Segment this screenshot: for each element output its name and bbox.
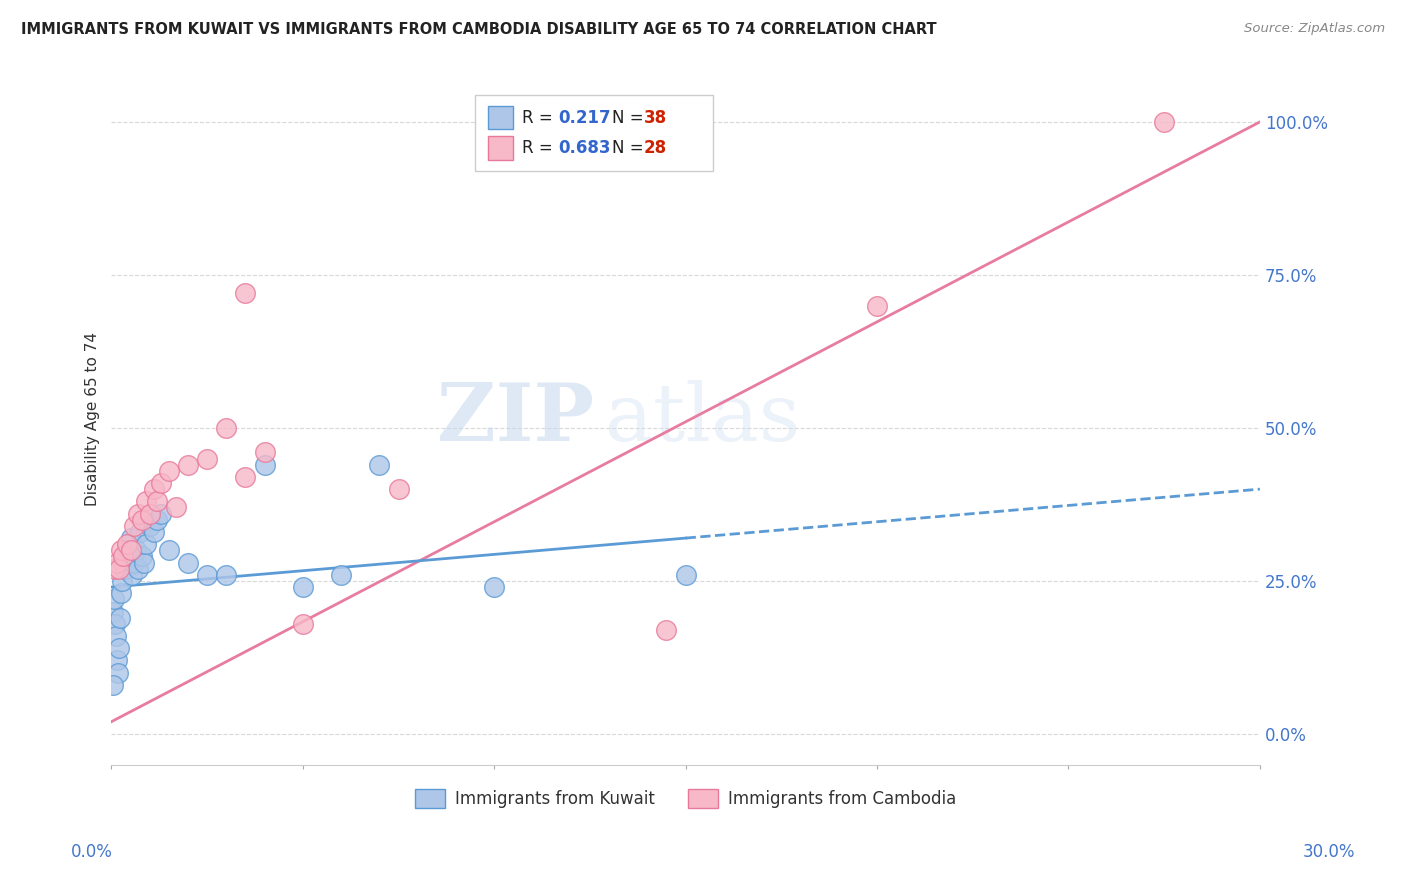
Point	[195, 451, 218, 466]
Point	[157, 464, 180, 478]
Point	[107, 665, 129, 680]
Point	[124, 519, 146, 533]
Point	[146, 513, 169, 527]
Point	[157, 543, 180, 558]
Text: 28: 28	[644, 139, 666, 157]
Point	[105, 629, 128, 643]
Point	[215, 567, 238, 582]
Text: R =: R =	[522, 139, 558, 157]
Point	[146, 494, 169, 508]
Text: 0.683: 0.683	[558, 139, 610, 157]
Point	[291, 616, 314, 631]
Point	[104, 616, 127, 631]
Point	[150, 507, 173, 521]
Point	[110, 586, 132, 600]
Point	[111, 574, 134, 588]
Point	[120, 531, 142, 545]
Point	[108, 610, 131, 624]
Point	[111, 549, 134, 564]
Point	[120, 543, 142, 558]
Point	[125, 543, 148, 558]
Point	[131, 549, 153, 564]
Point	[235, 470, 257, 484]
Point	[132, 556, 155, 570]
Point	[117, 549, 139, 564]
Text: atlas: atlas	[605, 380, 800, 458]
Point	[142, 524, 165, 539]
Point	[127, 507, 149, 521]
Point	[131, 513, 153, 527]
Text: 38: 38	[644, 109, 666, 127]
Point	[103, 592, 125, 607]
Point	[111, 556, 134, 570]
Point	[114, 562, 136, 576]
Text: 0.0%: 0.0%	[70, 843, 112, 861]
Point	[121, 567, 143, 582]
Text: N =: N =	[612, 139, 648, 157]
Point	[368, 458, 391, 472]
Text: Source: ZipAtlas.com: Source: ZipAtlas.com	[1244, 22, 1385, 36]
Point	[115, 537, 138, 551]
Point	[138, 519, 160, 533]
Text: N =: N =	[612, 109, 648, 127]
Point	[115, 543, 138, 558]
Text: 30.0%: 30.0%	[1302, 843, 1355, 861]
Point	[150, 475, 173, 490]
Point	[866, 299, 889, 313]
Point	[484, 580, 506, 594]
Point	[1153, 115, 1175, 129]
Point	[103, 678, 125, 692]
Point	[166, 500, 188, 515]
Point	[177, 556, 200, 570]
Point	[195, 567, 218, 582]
Point	[235, 286, 257, 301]
Point	[655, 623, 678, 637]
Point	[177, 458, 200, 472]
Y-axis label: Disability Age 65 to 74: Disability Age 65 to 74	[86, 332, 100, 506]
Point	[105, 653, 128, 667]
Point	[142, 482, 165, 496]
Point	[104, 562, 127, 576]
Point	[215, 421, 238, 435]
Point	[138, 507, 160, 521]
Point	[108, 562, 131, 576]
Point	[129, 524, 152, 539]
Point	[127, 562, 149, 576]
Point	[330, 567, 353, 582]
Text: IMMIGRANTS FROM KUWAIT VS IMMIGRANTS FROM CAMBODIA DISABILITY AGE 65 TO 74 CORRE: IMMIGRANTS FROM KUWAIT VS IMMIGRANTS FRO…	[21, 22, 936, 37]
Point	[387, 482, 409, 496]
Legend: Immigrants from Kuwait, Immigrants from Cambodia: Immigrants from Kuwait, Immigrants from …	[408, 782, 963, 815]
Point	[124, 556, 146, 570]
Point	[675, 567, 697, 582]
Point	[253, 445, 276, 459]
Point	[110, 543, 132, 558]
Text: ZIP: ZIP	[437, 380, 593, 458]
Point	[103, 605, 125, 619]
Point	[108, 641, 131, 656]
Text: 0.217: 0.217	[558, 109, 610, 127]
Point	[291, 580, 314, 594]
Point	[253, 458, 276, 472]
Text: R =: R =	[522, 109, 558, 127]
Point	[105, 556, 128, 570]
Point	[135, 494, 157, 508]
Point	[135, 537, 157, 551]
